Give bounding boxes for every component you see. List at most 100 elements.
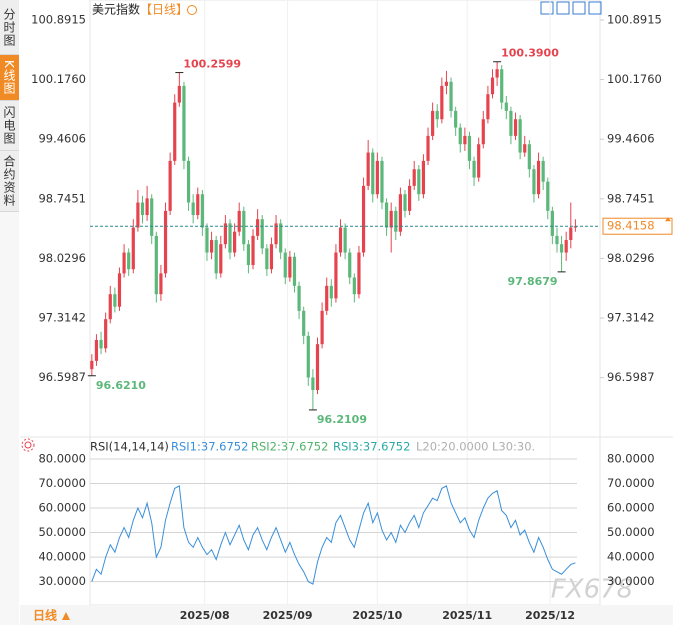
candle-body <box>329 285 333 299</box>
candle-body <box>283 252 287 278</box>
candle-body <box>186 160 191 203</box>
candle-body <box>334 252 338 299</box>
candle-body <box>122 252 126 274</box>
plot-frame <box>89 0 601 606</box>
candle-body <box>269 244 274 270</box>
rsi-settings-icon[interactable] <box>21 438 35 452</box>
sidebar-tab[interactable]: 合约资料 <box>0 151 19 212</box>
candle-body <box>504 102 508 111</box>
candle-body <box>431 110 435 136</box>
candle-body <box>481 119 485 145</box>
y-tick-label: 100.8915 <box>31 12 86 26</box>
footer-period[interactable]: 日线 <box>33 608 57 623</box>
candle-body <box>408 185 412 211</box>
candle-body <box>509 110 513 136</box>
candle-body <box>463 135 467 145</box>
candle-body <box>251 235 255 266</box>
period-icon[interactable] <box>187 5 197 15</box>
candle-body <box>191 202 195 216</box>
candle-body <box>389 210 393 228</box>
sidebar-tab[interactable]: K线图 <box>0 55 19 101</box>
header-period[interactable]: 【日线】 <box>140 3 188 17</box>
extreme-label: 96.6210 <box>96 379 146 392</box>
x-tick-label: 2025/08 <box>180 609 230 622</box>
candle-body <box>131 227 135 270</box>
candle-body <box>159 273 163 295</box>
candle-body <box>500 69 504 103</box>
y-tick-label-right: 100.8915 <box>607 12 662 26</box>
tool-button[interactable] <box>540 1 554 15</box>
candle-body <box>366 152 370 186</box>
candle-body <box>205 227 209 253</box>
candle-body <box>449 81 453 111</box>
candle-body <box>486 94 490 120</box>
candle-body <box>209 240 214 253</box>
candle-body <box>490 77 495 95</box>
candle-body <box>145 198 149 216</box>
y-tick-label-right: 100.1760 <box>607 72 662 86</box>
extreme-label: 100.3900 <box>501 47 559 60</box>
candle-body <box>127 252 131 270</box>
candle-body <box>168 160 172 211</box>
x-tick-label: 2025/09 <box>263 609 313 622</box>
extreme-label: 96.2109 <box>317 413 367 426</box>
x-axis-bar <box>20 605 673 625</box>
candle-body <box>246 244 251 266</box>
candle-body <box>495 69 499 78</box>
candle-body <box>274 223 278 245</box>
watermark: FX678 <box>551 575 633 605</box>
candle-body <box>325 285 329 311</box>
candle-body <box>426 135 430 161</box>
y-tick-label-right: 50.0000 <box>607 525 655 539</box>
last-price-box <box>602 217 673 235</box>
candle-body <box>338 227 343 253</box>
tool-button[interactable] <box>556 1 570 15</box>
rsi-line <box>91 485 576 585</box>
y-tick-label: 98.0296 <box>38 251 86 265</box>
candle-body <box>380 160 384 203</box>
candle-body <box>288 256 292 278</box>
candle-body <box>297 285 301 311</box>
candle-body <box>302 310 306 336</box>
y-tick-label-right: 98.7451 <box>607 191 655 205</box>
candle-body <box>398 194 402 232</box>
candle-body <box>555 235 559 245</box>
candle-body <box>113 294 117 307</box>
candle-body <box>265 248 269 270</box>
candle-body <box>99 340 103 349</box>
last-price-arrow <box>665 217 671 222</box>
candle-body <box>412 169 416 186</box>
candle-body <box>292 256 297 286</box>
y-tick-label: 99.4606 <box>38 132 86 146</box>
candle-body <box>454 110 458 128</box>
candle-body <box>320 310 324 345</box>
y-tick-label-right: 99.4606 <box>607 132 655 146</box>
sidebar-tab[interactable]: 分时图 <box>0 0 19 55</box>
candle-body <box>536 160 541 195</box>
candle-body <box>394 210 398 232</box>
candle-body <box>196 194 200 216</box>
legend-entry: L30:30. <box>492 440 535 454</box>
candle-body <box>384 202 389 228</box>
candle-body <box>177 85 181 103</box>
legend-entry: RSI1:37.6752 <box>171 440 248 454</box>
candle-body <box>279 223 283 253</box>
candle-body <box>311 377 315 391</box>
y-tick-label-right: 40.0000 <box>607 550 655 564</box>
candle-body <box>527 144 531 170</box>
candle-body <box>573 226 577 228</box>
candle-body <box>214 240 218 274</box>
candle-body <box>559 244 564 253</box>
candle-body <box>256 219 260 236</box>
candle-body <box>569 227 573 241</box>
y-tick-label-right: 70.0000 <box>607 476 655 490</box>
x-tick-label: 2025/12 <box>525 609 575 622</box>
y-tick-label-right: 97.3142 <box>607 311 655 325</box>
tool-button[interactable] <box>572 1 586 15</box>
sidebar-tab[interactable]: 闪电图 <box>0 101 19 151</box>
candle-body <box>90 360 94 370</box>
footer-arrow[interactable] <box>62 612 70 620</box>
tool-button[interactable] <box>588 1 602 15</box>
